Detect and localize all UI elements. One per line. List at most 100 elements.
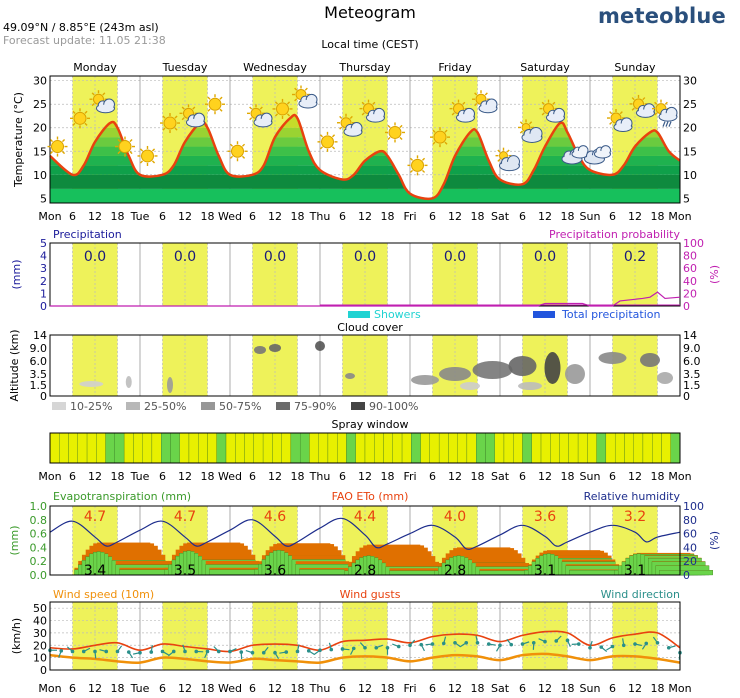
wind-direction-point [329, 647, 334, 652]
sun-ray [219, 96, 223, 100]
spray-window-cell [587, 432, 597, 464]
spray-window-cell [198, 432, 208, 464]
precipitation-y-tick-label: 3 [40, 262, 47, 275]
precipitation-y-tick-label: 0 [40, 300, 47, 313]
wind-x-tick-label: Sun [580, 682, 601, 695]
temperature-x-tick-label: 12 [628, 210, 642, 223]
sun-ray [84, 110, 88, 114]
spray-window-x-tick-label: 6 [429, 470, 436, 483]
spray-window-cell [605, 432, 616, 464]
wind-x-tick-label: 18 [291, 682, 305, 695]
sun-ray [139, 148, 144, 152]
relative-humidity-y-tick-label: 80 [683, 514, 697, 527]
sun-ray [49, 151, 54, 155]
temperature-x-tick-label: 6 [249, 210, 256, 223]
wind-x-tick-label: Thu [309, 682, 331, 695]
sun-ray [249, 117, 253, 121]
evapotranspiration-axis-label: (mm) [8, 525, 21, 555]
spray-window-cell [188, 432, 199, 464]
sun-ray [399, 136, 403, 141]
wind-x-tick-label: Sat [491, 682, 510, 695]
precipitation-daily-total: 0.0 [264, 249, 286, 265]
temperature-x-tick-label: Sat [491, 210, 510, 223]
location-coordinates: 49.09°N / 8.85°E (243m asl) [3, 21, 159, 34]
evapotranspiration-y-tick-label: 0.4 [30, 541, 48, 554]
spray-window-cell [281, 432, 292, 464]
cloud-cover-y-tick-label-right: 9.0 [683, 342, 701, 355]
sun-ray [91, 102, 95, 107]
precipitation-daily-total: 0.2 [624, 249, 646, 265]
cloud-cover-blob [657, 372, 673, 384]
wind-direction-point [644, 641, 649, 646]
spray-window-cell [262, 432, 273, 464]
wind-direction-point [239, 650, 244, 654]
spray-window-cell [96, 432, 106, 464]
rain-drop [665, 121, 669, 127]
day-name-label: Monday [73, 61, 117, 74]
cloud-icon-body [547, 114, 564, 122]
sun-ray [484, 92, 488, 96]
cloud-cover-blob [125, 376, 132, 388]
cloud-cover-legend-label: 25-50% [144, 400, 186, 413]
cloud-cover-frame [49, 334, 681, 397]
sun-ray [274, 101, 279, 105]
cloud-cover-y-tick-label-right: 1.5 [683, 379, 701, 392]
sun-ray [174, 115, 178, 119]
wind-direction-point [194, 649, 199, 654]
spray-window-x-tick-label: 12 [178, 470, 192, 483]
day-name-label: Tuesday [162, 61, 208, 74]
sun-ray [631, 107, 635, 111]
meteoblue-logo[interactable]: meteoblue [597, 4, 726, 28]
spray-window-cell [244, 432, 254, 464]
spray-window-x-tick-label: 12 [268, 470, 282, 483]
temperature-x-tick-label: 18 [111, 210, 125, 223]
spray-window-cell [670, 432, 681, 464]
sun-ray [117, 138, 121, 143]
cloud-cover-y-tick-label: 3.5 [30, 368, 48, 381]
spray-window-cell [114, 432, 125, 464]
wind-x-tick-label: Tue [130, 682, 150, 695]
spray-window-x-tick-label: 6 [339, 470, 346, 483]
cloud-cover-y-tick-label: 9.0 [30, 342, 48, 355]
wind-direction-point [160, 649, 165, 654]
temperature-x-tick-label: 12 [448, 210, 462, 223]
spray-window-cell [77, 432, 88, 464]
wind-direction-point [126, 650, 131, 654]
temperature-right-y-tick-label: 20 [683, 122, 697, 135]
wind-gusts-line [49, 630, 681, 653]
spray-window-x-tick-label: 6 [249, 470, 256, 483]
sun-ray [61, 138, 66, 143]
spray-window-cell [161, 432, 171, 464]
precipitation-probability-y-tick-label: 60 [683, 262, 697, 275]
wind-direction-point [81, 649, 86, 654]
fao-eto-daily-value: 4.7 [174, 509, 196, 525]
sun-ray [174, 127, 178, 131]
sun-icon [388, 125, 402, 139]
spray-window-cell [494, 432, 505, 464]
spray-window-x-tick-label: Mon [38, 470, 61, 483]
cloud-cover-blob [565, 364, 585, 384]
cloud-cover-y-tick-label: 14 [33, 329, 47, 342]
temperature-y-tick-label: 10 [33, 169, 47, 182]
cloud-cover-blob [508, 356, 537, 376]
spray-window-x-tick-label: Mon [668, 470, 691, 483]
cloud-icon-body [523, 133, 541, 142]
spray-window-cell [346, 432, 356, 464]
wind-direction-point [171, 649, 176, 654]
wind-direction-point [655, 641, 660, 645]
cloud-cover-blob [544, 352, 561, 384]
wind-x-tick-label: 18 [471, 682, 485, 695]
spray-window-cell [383, 432, 393, 464]
fao-eto-daily-value: 4.4 [354, 509, 376, 525]
wind-y-tick-label: 0 [40, 664, 47, 677]
wind-direction-point [453, 641, 457, 645]
wind-direction-point [138, 650, 142, 655]
sun-ray [181, 106, 185, 110]
spray-window-x-tick-label: 6 [159, 470, 166, 483]
wind-x-tick-label: Fri [403, 682, 416, 695]
sun-ray [609, 111, 613, 115]
sun-ray [229, 143, 234, 147]
temperature-x-tick-label: 6 [609, 210, 616, 223]
day-name-label: Friday [438, 61, 472, 74]
